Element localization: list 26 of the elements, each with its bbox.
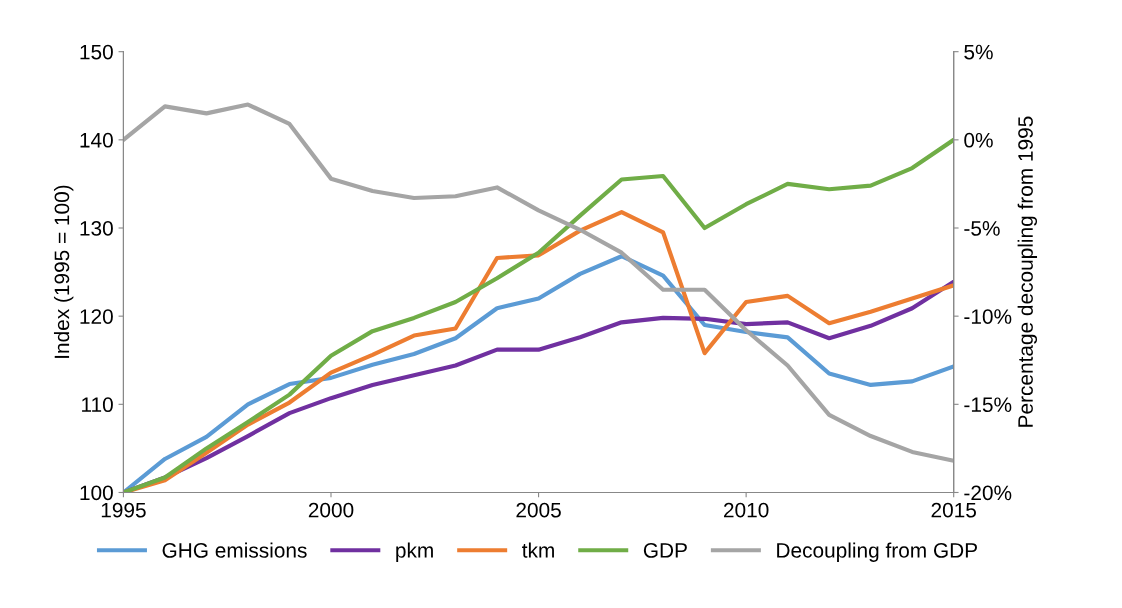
y2-tick-label: -10% <box>964 309 1012 324</box>
y-axis-title: Index (1995 = 100) <box>53 185 74 358</box>
line-series <box>123 137 954 493</box>
y2-tick-label: -15% <box>964 397 1012 413</box>
y-tick-label: 140 <box>80 132 113 148</box>
y-tick-label: 120 <box>80 309 113 324</box>
x-tick-label: 1995 <box>101 502 146 518</box>
legend-label: tkm <box>522 542 554 558</box>
y2-tick-label: 0% <box>964 132 993 148</box>
y-tick-label: 130 <box>80 221 113 236</box>
x-tick-label: 2010 <box>724 502 769 518</box>
line-series <box>123 102 954 463</box>
x-tick-label: 2015 <box>931 502 976 518</box>
legend-label: GDP <box>643 543 687 558</box>
x-tick-label: 2005 <box>516 502 561 518</box>
y2-tick-label: -20% <box>964 485 1012 501</box>
y2-tick-label: -5% <box>964 221 1000 236</box>
y2-tick-label: 5% <box>964 44 993 60</box>
y-tick-label: 110 <box>82 397 113 413</box>
y2-axis-title: Percentage decoupling from 1995 <box>1017 116 1038 427</box>
legend-label: GHG emissions <box>162 542 307 558</box>
x-tick-label: 2000 <box>308 502 354 518</box>
legend-label: Decoupling from GDP <box>777 542 977 562</box>
y-tick-label: 150 <box>80 44 113 60</box>
legend-label: pkm <box>396 542 433 562</box>
y-tick-label: 100 <box>80 485 113 501</box>
